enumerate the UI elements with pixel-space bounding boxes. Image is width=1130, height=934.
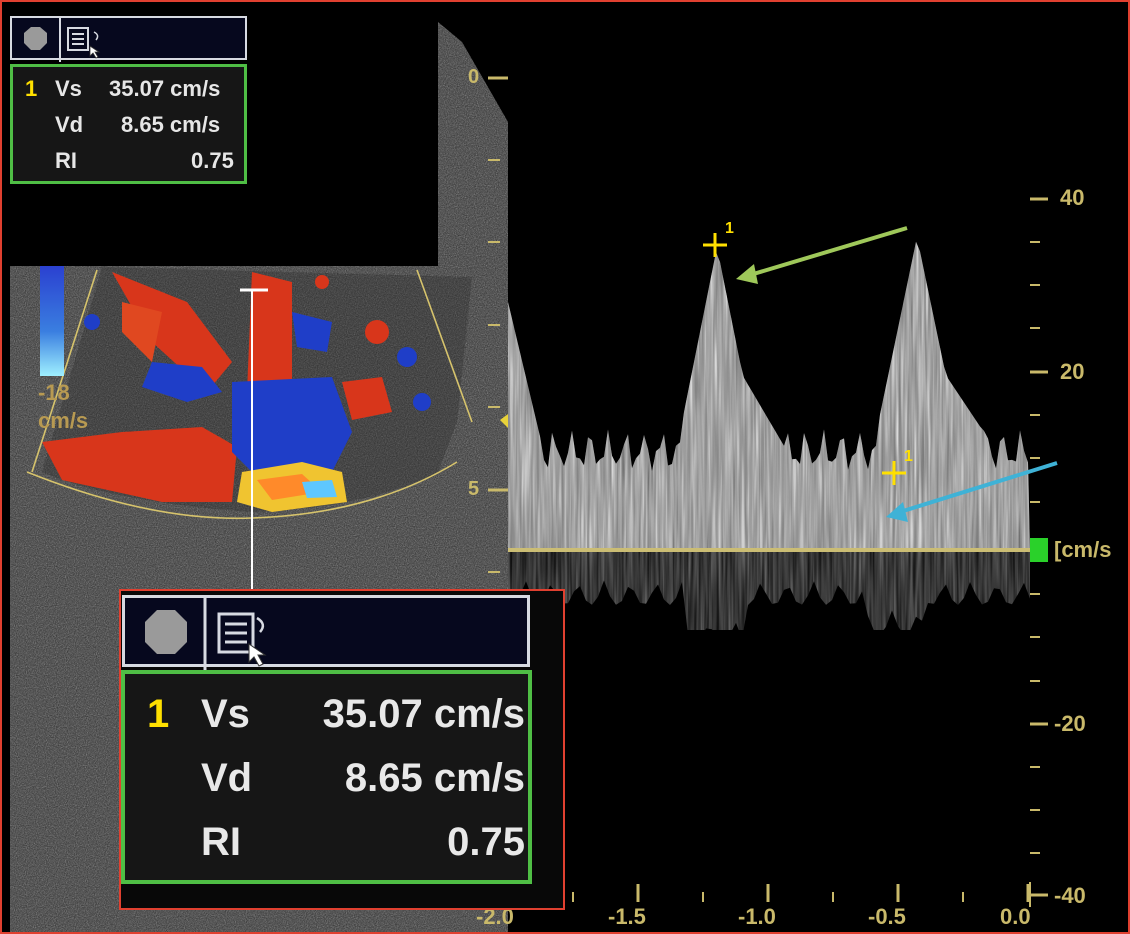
color-scale-value: -18 [38,380,70,405]
cursor-pointer-icon [89,31,101,59]
time-tick-neg1-5: -1.5 [608,904,646,929]
ri-label-large: RI [201,820,241,864]
panel-toolbar-small [10,16,247,62]
vs-value: 35.07 cm/s [109,76,221,101]
velocity-axis-ticks [1029,197,1048,907]
baseline-marker [1030,538,1048,562]
diastolic-arrow [886,461,1058,522]
stop-circle-icon[interactable] [24,27,47,50]
ri-value: 0.75 [191,148,234,173]
grid-table-icon[interactable] [217,612,255,654]
ri-value-large: 0.75 [447,820,525,864]
velocity-tick-neg40: -40 [1054,883,1086,908]
velocity-tick-neg20: -20 [1054,711,1086,736]
systolic-marker-label: 1 [725,220,734,237]
color-doppler-region [26,267,473,597]
measurement-table-small: 1 Vs 35.07 cm/s Vd 8.65 cm/s RI 0.75 [10,64,247,184]
measurement-table-large: 1 Vs 35.07 cm/s Vd 8.65 cm/s RI 0.75 [121,670,532,884]
ri-label: RI [55,148,77,173]
diastolic-marker-label: 1 [904,448,913,465]
depth-label-0: 0 [468,66,480,88]
stop-circle-icon[interactable] [145,610,187,654]
vd-value-large: 8.65 cm/s [344,756,525,800]
time-tick-neg0-5: -0.5 [868,904,906,929]
vs-value-large: 35.07 cm/s [322,692,525,736]
grid-table-icon[interactable] [67,27,89,51]
depth-label-5: 5 [468,478,480,500]
vd-label: Vd [55,112,84,137]
vs-label: Vs [55,76,82,101]
cursor-pointer-icon [248,616,267,667]
velocity-tick-20: 20 [1060,359,1085,384]
depth-scale [488,76,508,573]
color-scale-bar [40,264,64,376]
systolic-marker [703,233,727,257]
vd-value: 8.65 cm/s [121,112,221,137]
velocity-unit: [cm/s [1054,537,1112,562]
time-tick-0-0: 0.0 [1000,904,1031,929]
systolic-arrow [736,226,908,284]
measurement-index: 1 [25,76,38,101]
diastolic-marker [882,461,906,485]
velocity-tick-40: 40 [1060,185,1085,210]
time-tick-neg1-0: -1.0 [738,904,776,929]
color-scale-unit: cm/s [38,408,89,433]
vs-label-large: Vs [201,692,250,736]
panel-toolbar-large [122,595,530,670]
measurement-index-large: 1 [147,692,170,736]
vd-label-large: Vd [201,756,253,800]
